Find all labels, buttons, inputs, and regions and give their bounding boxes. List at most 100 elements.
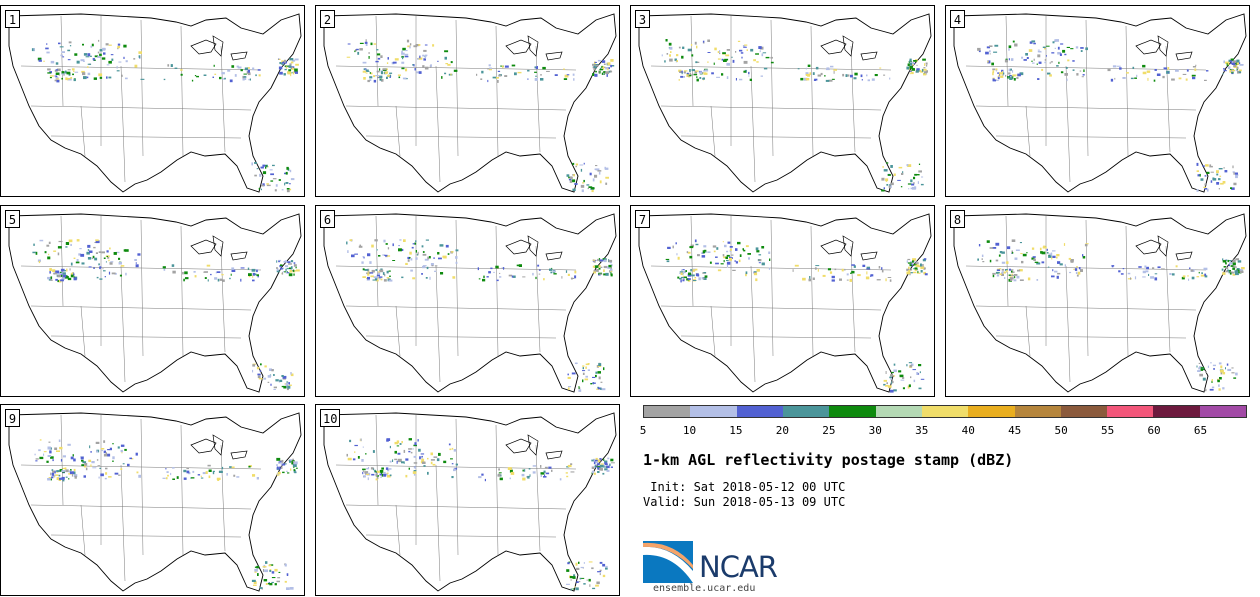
reflectivity-cell (294, 68, 298, 72)
reflectivity-cell (1219, 377, 1222, 380)
reflectivity-cell (361, 261, 364, 264)
reflectivity-cell (274, 583, 277, 586)
reflectivity-cell (260, 363, 262, 366)
reflectivity-cell (1171, 78, 1175, 81)
reflectivity-cell (1211, 386, 1215, 389)
state-border (375, 414, 379, 506)
reflectivity-cell (414, 442, 417, 446)
reflectivity-cell (60, 54, 63, 57)
reflectivity-cell (603, 259, 607, 263)
reflectivity-cell (1232, 171, 1235, 173)
state-border (1085, 19, 1089, 157)
reflectivity-cell (244, 77, 247, 80)
reflectivity-cell (574, 362, 578, 364)
reflectivity-cell (257, 573, 259, 576)
reflectivity-cell (376, 249, 378, 251)
reflectivity-cell (913, 261, 917, 263)
reflectivity-cell (827, 268, 831, 271)
reflectivity-cell (575, 165, 577, 168)
reflectivity-cell (404, 56, 409, 58)
reflectivity-cell (899, 374, 904, 377)
reflectivity-cell (1031, 247, 1035, 250)
reflectivity-cell (73, 70, 75, 72)
reflectivity-cell (404, 53, 409, 56)
reflectivity-cell (61, 77, 63, 80)
reflectivity-cell (603, 466, 608, 468)
reflectivity-cell (1150, 276, 1155, 279)
reflectivity-cell (732, 269, 736, 271)
reflectivity-cell (67, 78, 71, 81)
state-border (535, 245, 541, 353)
reflectivity-cell (916, 174, 920, 176)
reflectivity-cell (387, 74, 390, 77)
reflectivity-cell (248, 273, 252, 276)
reflectivity-cell (380, 71, 383, 75)
reflectivity-cell (920, 71, 923, 73)
reflectivity-cell (82, 461, 87, 464)
reflectivity-cell (1032, 62, 1035, 64)
reflectivity-cell (605, 272, 609, 276)
reflectivity-cell (522, 469, 524, 472)
reflectivity-cell (1012, 74, 1016, 77)
reflectivity-cell (694, 239, 697, 243)
reflectivity-cell (49, 71, 52, 74)
reflectivity-cell (686, 251, 689, 254)
reflectivity-cell (665, 258, 670, 260)
reflectivity-cell (1237, 260, 1242, 263)
reflectivity-cell (1227, 368, 1232, 371)
reflectivity-cell (603, 367, 605, 371)
reflectivity-cell (60, 279, 64, 282)
reflectivity-cell (398, 248, 402, 252)
reflectivity-cell (498, 74, 502, 77)
reflectivity-cell (920, 266, 925, 270)
reflectivity-cell (498, 468, 500, 471)
reflectivity-cell (286, 188, 290, 190)
reflectivity-cell (567, 562, 570, 565)
reflectivity-cell (915, 71, 919, 73)
reflectivity-cell (252, 67, 255, 71)
reflectivity-cell (912, 260, 915, 263)
reflectivity-cell (1001, 71, 1003, 74)
reflectivity-cell (401, 248, 404, 251)
reflectivity-cell (49, 271, 51, 274)
reflectivity-cell (883, 383, 886, 386)
reflectivity-cell (50, 456, 54, 459)
reflectivity-cell (906, 364, 908, 367)
reflectivity-cell (263, 579, 268, 582)
reflectivity-cell (287, 385, 291, 389)
reflectivity-cell (375, 277, 379, 279)
reflectivity-cell (207, 279, 209, 282)
reflectivity-cell (1196, 365, 1198, 368)
reflectivity-cell (508, 274, 513, 277)
reflectivity-cell (797, 68, 800, 70)
reflectivity-cell (419, 55, 421, 59)
reflectivity-cell (427, 256, 429, 260)
reflectivity-cell (573, 174, 575, 177)
reflectivity-cell (68, 239, 73, 243)
reflectivity-cell (113, 252, 117, 255)
reflectivity-cell (567, 273, 570, 276)
reflectivity-cell (405, 458, 409, 461)
reflectivity-cell (537, 264, 540, 267)
reflectivity-cell (1014, 43, 1018, 47)
reflectivity-cell (567, 464, 572, 468)
reflectivity-cell (1119, 67, 1122, 70)
reflectivity-cell (603, 269, 605, 272)
reflectivity-cell (1228, 260, 1232, 262)
reflectivity-cell (252, 364, 256, 367)
reflectivity-cell (674, 58, 677, 61)
reflectivity-cell (83, 53, 88, 56)
reflectivity-cell (1230, 265, 1234, 267)
reflectivity-cell (123, 249, 126, 252)
reflectivity-cell (572, 588, 575, 590)
reflectivity-cell (234, 74, 237, 77)
reflectivity-cell (1013, 78, 1016, 81)
reflectivity-cell (599, 464, 604, 468)
reflectivity-cell (394, 441, 399, 445)
reflectivity-cell (367, 273, 370, 276)
reflectivity-cell (61, 275, 63, 277)
reflectivity-cell (280, 268, 283, 270)
reflectivity-cell (1205, 371, 1207, 373)
reflectivity-cell (427, 457, 429, 460)
reflectivity-cell (231, 267, 235, 270)
